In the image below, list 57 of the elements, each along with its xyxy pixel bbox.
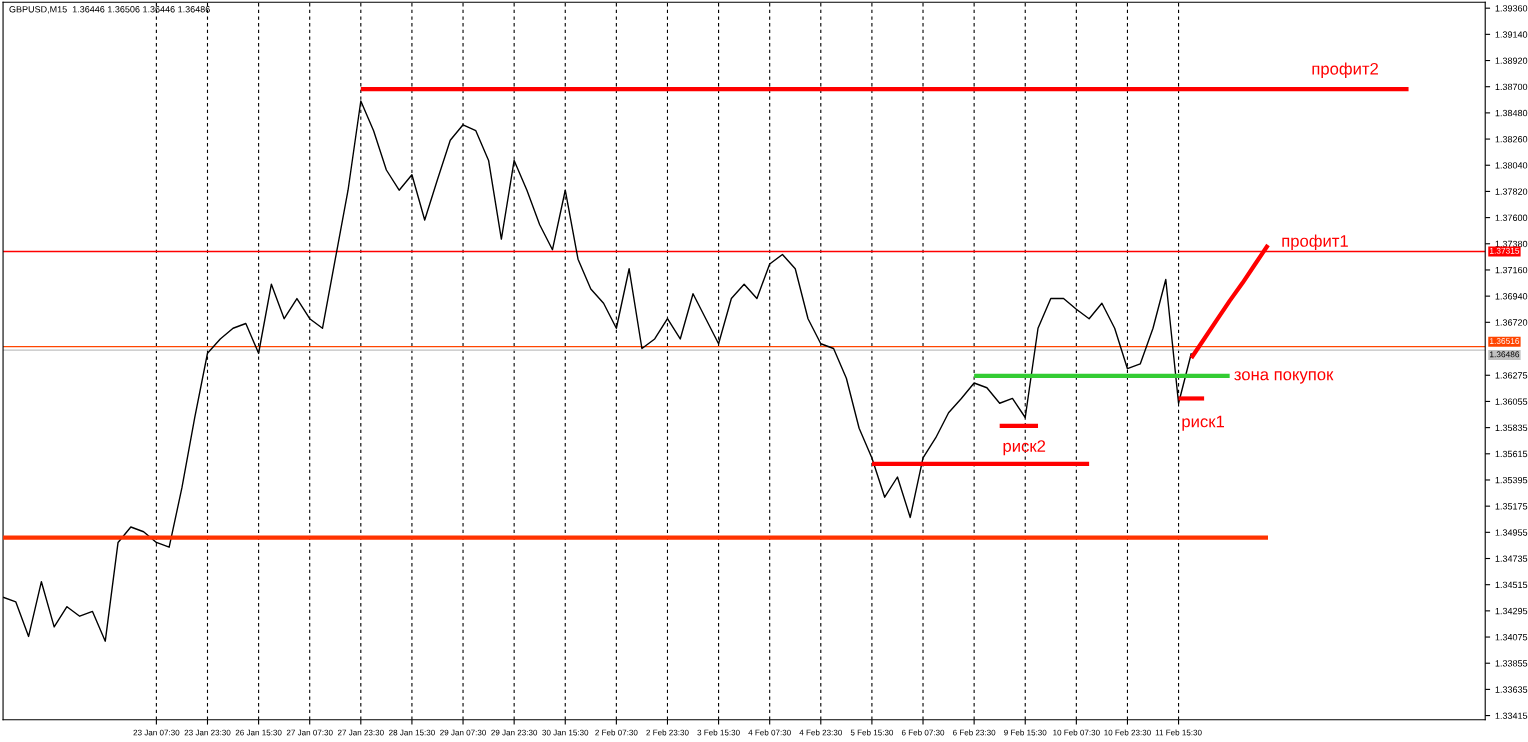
y-tick-label: 1.37600: [1495, 214, 1528, 221]
y-tick-label: 1.34075: [1495, 634, 1528, 641]
ref-line-label: 1.36486: [1490, 351, 1520, 358]
y-tick-label: 1.38920: [1495, 57, 1528, 64]
y-tick-label: 1.35615: [1495, 450, 1528, 458]
y-tick-label: 1.33855: [1495, 660, 1528, 667]
annotation: зона покупок: [1234, 371, 1334, 384]
y-tick-label: 1.38480: [1495, 109, 1528, 117]
y-tick-label: 1.39360: [1495, 5, 1528, 12]
x-tick-label: 3 Feb 15:30: [697, 729, 740, 736]
x-tick-label: 29 Jan 07:30: [440, 729, 487, 736]
y-tick-label: 1.37820: [1495, 188, 1528, 195]
y-tick-label: 1.35175: [1495, 503, 1528, 510]
y-tick-label: 1.33635: [1495, 686, 1528, 693]
x-tick-label: 30 Jan 15:30: [542, 729, 589, 736]
y-tick-label: 1.38260: [1495, 136, 1528, 143]
y-tick-label: 1.38700: [1495, 83, 1528, 91]
x-tick-label: 9 Feb 15:30: [1004, 729, 1047, 736]
x-tick-label: 2 Feb 23:30: [646, 729, 689, 736]
x-tick-label: 4 Feb 07:30: [748, 729, 791, 736]
x-tick-label: 26 Jan 15:30: [235, 729, 282, 736]
x-tick-label: 29 Jan 23:30: [491, 729, 538, 736]
y-tick-label: 1.36055: [1495, 398, 1528, 405]
y-tick-label: 1.34955: [1495, 529, 1528, 536]
x-tick-label: 27 Jan 23:30: [337, 729, 384, 736]
x-tick-label: 11 Feb 15:30: [1155, 729, 1202, 736]
x-tick-label: 23 Jan 23:30: [184, 729, 231, 736]
x-tick-label: 5 Feb 15:30: [850, 729, 894, 736]
chart-title: GBPUSD,M15 1.36446 1.36506 1.36446 1.36486: [9, 6, 210, 14]
ref-line-label: 1.36516: [1490, 338, 1520, 344]
y-tick-label: 1.38040: [1495, 162, 1528, 169]
annotation: профит2: [1312, 62, 1378, 78]
x-tick-label: 27 Jan 07:30: [286, 729, 333, 736]
ref-line-label: 1.37315: [1490, 247, 1520, 254]
y-tick-label: 1.33415: [1495, 712, 1528, 719]
x-tick-label: 23 Jan 07:30: [133, 729, 180, 736]
y-tick-label: 1.35835: [1495, 424, 1528, 431]
y-tick-label: 1.36720: [1495, 319, 1528, 326]
annotation: профит1: [1282, 234, 1348, 251]
y-tick-label: 1.37380: [1495, 240, 1528, 248]
y-tick-label: 1.34295: [1495, 607, 1528, 615]
x-tick-label: 28 Jan 15:30: [389, 729, 435, 736]
y-tick-label: 1.34735: [1495, 555, 1528, 562]
x-tick-label: 10 Feb 07:30: [1053, 729, 1100, 736]
annotation: риск1: [1182, 415, 1224, 431]
annotation: риск2: [1003, 440, 1046, 456]
y-tick-label: 1.37160: [1495, 266, 1528, 274]
x-tick-label: 4 Feb 23:30: [799, 729, 842, 736]
y-tick-label: 1.39140: [1495, 31, 1528, 38]
x-tick-label: 10 Feb 23:30: [1104, 729, 1151, 736]
x-tick-label: 6 Feb 07:30: [901, 729, 945, 736]
y-tick-label: 1.34515: [1495, 581, 1528, 589]
y-tick-label: 1.35395: [1495, 476, 1528, 484]
y-tick-label: 1.36275: [1495, 372, 1528, 379]
y-tick-label: 1.36940: [1495, 293, 1528, 300]
x-tick-label: 2 Feb 07:30: [595, 729, 638, 736]
x-tick-label: 6 Feb 23:30: [953, 729, 996, 736]
